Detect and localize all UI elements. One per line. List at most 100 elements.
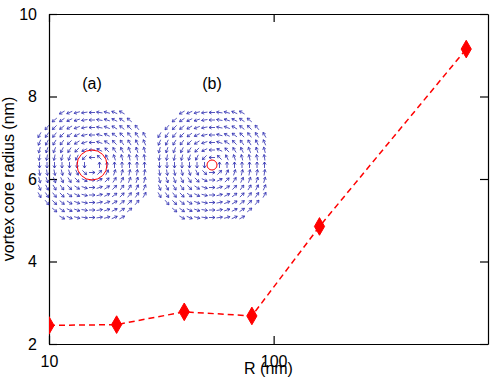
vortex-arrow — [60, 185, 64, 190]
vortex-arrow — [143, 177, 146, 183]
vortex-arrow — [135, 133, 138, 138]
vortex-arrow — [46, 185, 49, 190]
vortex-arrow — [38, 170, 41, 176]
x-axis-title: R (nm) — [244, 360, 293, 377]
vortex-arrow — [67, 133, 72, 137]
tick-label: 2 — [28, 336, 37, 353]
vortex-arrow — [45, 200, 49, 205]
vortex-arrow — [202, 119, 208, 122]
vortex-arrow — [112, 216, 118, 219]
tick — [480, 14, 488, 15]
vortex-arrow — [240, 201, 245, 205]
vortex-arrow — [128, 193, 132, 198]
vortex-arrow — [195, 148, 199, 152]
vortex-arrow — [255, 193, 258, 198]
vortex-arrow — [45, 162, 48, 168]
vortex-arrow — [158, 192, 161, 197]
vortex-arrow — [74, 194, 79, 197]
vortex-arrow — [263, 185, 266, 191]
tick-mark — [480, 344, 488, 345]
vortex-arrow — [53, 133, 57, 138]
vortex-arrow — [67, 126, 72, 129]
vortex-arrow — [195, 141, 200, 144]
vortex-arrow — [53, 147, 56, 153]
vortex-arrow — [89, 216, 95, 219]
vortex-arrow — [180, 185, 184, 190]
vortex-arrow — [263, 155, 266, 161]
vortex-arrow — [120, 155, 123, 161]
vortex-arrow — [104, 133, 109, 136]
vortex-arrow — [38, 132, 41, 137]
vortex-arrow — [82, 170, 86, 174]
vortex-arrow — [179, 111, 184, 114]
data-point — [112, 316, 122, 334]
vortex-arrow — [202, 170, 206, 174]
vortex-arrow — [217, 118, 223, 121]
vortex-arrow — [255, 125, 259, 130]
vortex-arrow — [53, 177, 56, 183]
vortex-arrow — [255, 133, 258, 138]
vortex-arrow — [172, 118, 177, 122]
vortex-arrow — [67, 209, 72, 212]
vortex-arrow — [256, 185, 259, 190]
vortex-arrow — [158, 132, 161, 137]
vortex-arrow — [239, 216, 244, 219]
tick-mark — [480, 14, 488, 15]
vortex-arrow — [38, 177, 41, 183]
vortex-arrow — [248, 193, 252, 198]
vortex-arrow — [209, 133, 215, 136]
vortex-arrow — [143, 192, 146, 197]
vortex-arrow — [224, 133, 229, 136]
vortex-arrow — [263, 132, 266, 137]
vortex-arrow — [180, 140, 184, 145]
vortex-arrow — [224, 208, 230, 211]
vortex-arrow — [232, 216, 238, 219]
tick-mark — [49, 96, 57, 97]
vortex-arrow — [194, 126, 200, 129]
vortex-arrow — [233, 155, 236, 161]
vortex-arrow — [128, 185, 131, 190]
vortex-arrow — [187, 185, 191, 189]
marks — [49, 40, 471, 334]
vortex-arrow — [166, 185, 169, 190]
vortex-arrow — [45, 125, 49, 130]
data-point — [314, 218, 324, 236]
vortex-arrow — [248, 155, 251, 161]
vortex-arrow — [128, 170, 131, 176]
vortex-arrow — [97, 208, 103, 211]
vortex-arrow — [248, 170, 251, 176]
data-point — [247, 307, 257, 325]
vortex-arrow — [233, 162, 236, 168]
tick — [480, 179, 488, 180]
vortex-arrow — [128, 133, 132, 138]
vortex-arrow — [202, 141, 208, 144]
vortex-arrow — [256, 177, 259, 183]
vortex-arrow — [89, 193, 95, 196]
vortex-arrow — [52, 200, 56, 204]
vortex-arrow — [67, 216, 73, 219]
vortex-arrow — [217, 178, 222, 181]
tick-mark — [480, 96, 488, 97]
vortex-arrow — [202, 194, 208, 197]
vortex-arrow — [202, 201, 208, 204]
vortex-arrow — [52, 125, 56, 129]
vortex-arrow — [158, 140, 161, 146]
vortex-arrow — [67, 111, 73, 114]
vortex-arrow — [232, 118, 237, 121]
vortex-arrow — [240, 185, 244, 190]
vortex-arrow — [194, 209, 200, 212]
vortex-arrow — [82, 216, 88, 219]
vortex-arrow — [202, 209, 208, 212]
vortex-arrow — [59, 111, 64, 114]
vortex-arrow — [187, 111, 193, 114]
vortex-arrow — [255, 140, 258, 145]
vortex-arrow — [105, 186, 110, 189]
vortex-arrow — [226, 170, 229, 175]
vortex-arrow — [194, 201, 200, 204]
vortex-inset — [38, 111, 146, 219]
vortex-arrow — [248, 140, 251, 145]
vortex-arrow — [217, 193, 223, 196]
vortex-arrow — [82, 119, 88, 122]
axis-line — [488, 15, 489, 345]
vortex-arrow — [225, 178, 229, 182]
